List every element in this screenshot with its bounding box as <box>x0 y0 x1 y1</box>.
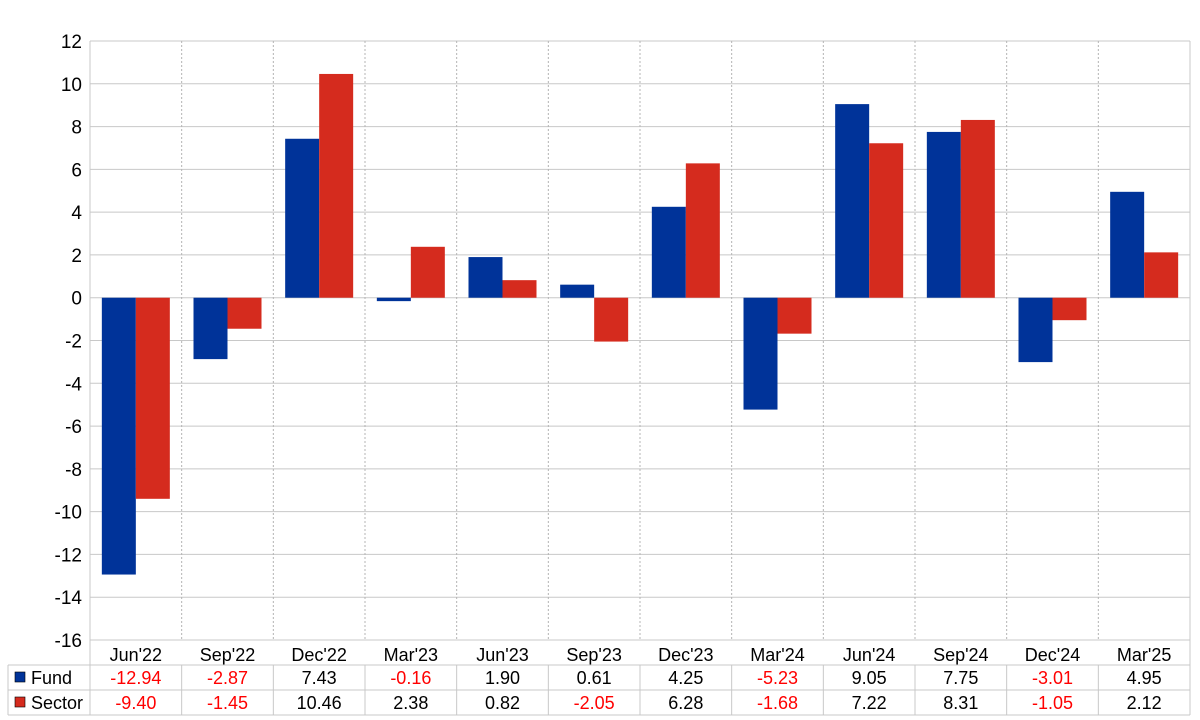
table-cell-value: -12.94 <box>110 668 161 688</box>
y-tick-label: -10 <box>55 503 82 524</box>
bar-fund <box>835 104 870 298</box>
bar-sector <box>319 73 354 298</box>
x-tick-label: Sep'23 <box>566 645 622 665</box>
x-tick-label: Dec'23 <box>658 645 713 665</box>
bar-fund <box>376 297 411 302</box>
table-cell-value: 0.82 <box>485 693 520 713</box>
x-tick-label: Sep'24 <box>933 645 989 665</box>
y-tick-label: 8 <box>71 118 82 139</box>
table-cell-value: 7.75 <box>943 668 978 688</box>
table-cell-value: 7.22 <box>852 693 887 713</box>
x-tick-label: Jun'23 <box>476 645 528 665</box>
bar-fund <box>743 297 778 410</box>
x-tick-label: Dec'24 <box>1025 645 1080 665</box>
x-tick-label: Mar'24 <box>750 645 804 665</box>
bar-sector <box>502 280 537 298</box>
bar-sector <box>960 119 995 298</box>
y-axis: -16 -14 -12 -10 -8 -6 -4 -2 0 2 4 6 8 10 12 <box>55 32 83 652</box>
x-axis: Jun'22 Sep'22 Dec'22 Mar'23 Jun'23 Sep'23 Dec'… <box>110 645 1172 665</box>
legend-swatch-fund <box>14 671 26 683</box>
legend-label-fund: Fund <box>31 668 72 688</box>
bar-fund <box>651 206 686 298</box>
y-tick-label: -16 <box>55 631 82 652</box>
bar-sector <box>869 143 904 298</box>
bar-sector <box>1052 297 1087 321</box>
y-tick-label: 6 <box>71 160 82 181</box>
bar-fund <box>560 284 595 298</box>
data-table: Fund -12.94 -2.87 7.43 -0.16 1.90 0.61 4.25 -5.2… <box>7 640 1191 716</box>
bar-sector <box>685 163 720 298</box>
bar-sector <box>594 297 629 342</box>
table-cell-value: 2.38 <box>393 693 428 713</box>
y-tick-label: -14 <box>55 588 83 609</box>
y-tick-label: 2 <box>71 246 82 267</box>
grid-lines <box>89 40 1191 641</box>
table-cell-value: 1.90 <box>485 668 520 688</box>
bar-fund <box>193 297 228 360</box>
bars <box>101 73 1179 575</box>
legend-label-sector: Sector <box>31 693 83 713</box>
y-tick-label: -4 <box>65 374 82 395</box>
bar-fund <box>1110 191 1145 298</box>
y-tick-label: 12 <box>61 32 82 53</box>
table-cell-value: 4.25 <box>668 668 703 688</box>
x-tick-label: Jun'24 <box>843 645 895 665</box>
table-cell-value: 6.28 <box>668 693 703 713</box>
table-cell-value: 9.05 <box>852 668 887 688</box>
table-cell-value: -5.23 <box>757 668 798 688</box>
bar-sector <box>135 297 170 499</box>
x-tick-label: Dec'22 <box>291 645 346 665</box>
y-tick-label: 0 <box>71 289 82 310</box>
table-cell-value: 7.43 <box>302 668 337 688</box>
y-tick-label: -2 <box>65 332 82 353</box>
table-cell-value: -1.45 <box>207 693 248 713</box>
bar-sector <box>227 297 262 329</box>
bar-sector <box>1144 252 1179 298</box>
bar-fund <box>468 257 503 298</box>
table-cell-value: -3.01 <box>1032 668 1073 688</box>
y-tick-label: 4 <box>71 203 82 224</box>
bar-fund <box>926 131 961 298</box>
table-cell-value: -2.87 <box>207 668 248 688</box>
table-cell-value: 10.46 <box>297 693 342 713</box>
table-cell-value: -1.05 <box>1032 693 1073 713</box>
y-tick-label: -12 <box>55 545 82 566</box>
bar-fund <box>101 297 136 575</box>
x-tick-label: Sep'22 <box>200 645 256 665</box>
table-cell-value: 0.61 <box>577 668 612 688</box>
table-cell-value: 8.31 <box>943 693 978 713</box>
table-cell-value: -9.40 <box>115 693 156 713</box>
table-cell-value: -1.68 <box>757 693 798 713</box>
table-cell-value: -0.16 <box>390 668 431 688</box>
table-cell-value: -2.05 <box>574 693 615 713</box>
x-tick-label: Jun'22 <box>110 645 162 665</box>
bar-fund <box>1018 297 1053 363</box>
x-tick-label: Mar'23 <box>384 645 438 665</box>
bar-sector <box>777 297 812 334</box>
y-tick-label: 10 <box>61 75 82 96</box>
bar-sector <box>410 246 445 298</box>
y-tick-label: -8 <box>65 460 82 481</box>
legend-swatch-sector <box>14 696 26 708</box>
x-tick-label: Mar'25 <box>1117 645 1171 665</box>
table-cell-value: 4.95 <box>1127 668 1162 688</box>
bar-fund <box>285 138 320 298</box>
table-cell-value: 2.12 <box>1127 693 1162 713</box>
y-tick-label: -6 <box>65 417 82 438</box>
